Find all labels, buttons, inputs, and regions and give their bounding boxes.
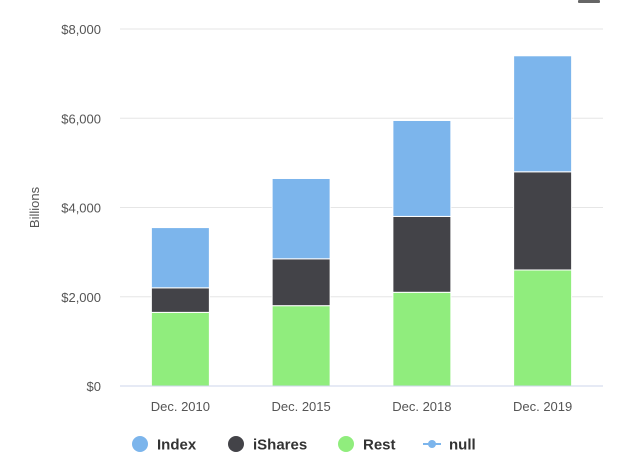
legend-point-marker xyxy=(428,440,436,448)
x-tick-label: Dec. 2010 xyxy=(151,399,210,414)
bar-index-3[interactable] xyxy=(392,119,452,217)
y-tick-label: $2,000 xyxy=(61,290,101,305)
legend-swatch xyxy=(132,436,148,452)
y-axis-title: Billions xyxy=(27,186,42,228)
bar-ishares-3[interactable] xyxy=(392,215,452,293)
bar-ishares-4[interactable] xyxy=(513,171,573,271)
legend-label: Rest xyxy=(363,437,396,454)
bar-index-1[interactable] xyxy=(150,227,210,289)
bar-ishares-1[interactable] xyxy=(150,287,210,313)
legend-label: Index xyxy=(157,437,197,454)
x-tick-label: Dec. 2018 xyxy=(392,399,451,414)
legend-swatch xyxy=(338,436,354,452)
x-axis-ticks: Dec. 2010 Dec. 2015 Dec. 2018 Dec. 2019 xyxy=(151,399,573,414)
legend-item-ishares[interactable]: iShares xyxy=(228,436,307,454)
bar-ishares-2[interactable] xyxy=(271,258,331,307)
y-tick-label: $8,000 xyxy=(61,22,101,37)
bars xyxy=(150,55,573,387)
x-tick-label: Dec. 2015 xyxy=(271,399,330,414)
y-tick-label: $4,000 xyxy=(61,201,101,216)
y-tick-label: $0 xyxy=(87,379,101,394)
legend-item-null[interactable]: null xyxy=(423,437,476,454)
legend[interactable]: Index iShares Rest null xyxy=(132,436,476,454)
x-tick-label: Dec. 2019 xyxy=(513,399,572,414)
bar-index-2[interactable] xyxy=(271,177,331,260)
y-axis-ticks: $0 $2,000 $4,000 $6,000 $8,000 xyxy=(61,22,101,394)
bar-index-4[interactable] xyxy=(513,55,573,173)
bar-rest-4[interactable] xyxy=(513,269,573,387)
y-tick-label: $6,000 xyxy=(61,111,101,126)
bar-rest-1[interactable] xyxy=(150,311,210,387)
bar-rest-3[interactable] xyxy=(392,291,452,387)
legend-label: iShares xyxy=(253,437,307,454)
hamburger-menu-icon[interactable] xyxy=(578,0,600,3)
legend-item-index[interactable]: Index xyxy=(132,436,197,454)
legend-label: null xyxy=(449,437,476,454)
bar-rest-2[interactable] xyxy=(271,305,331,387)
legend-item-rest[interactable]: Rest xyxy=(338,436,396,454)
legend-swatch xyxy=(228,436,244,452)
